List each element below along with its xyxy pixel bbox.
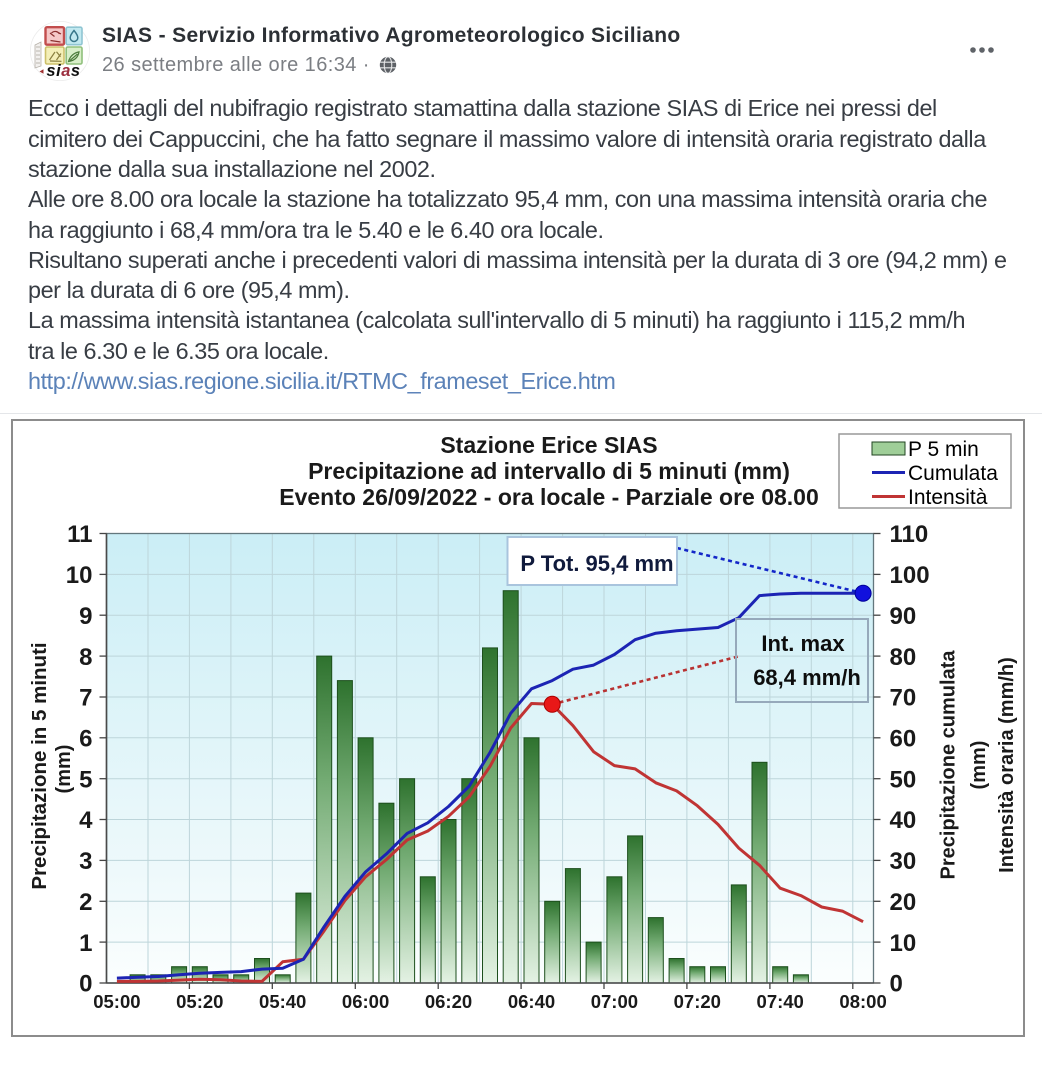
svg-text:30: 30 xyxy=(890,848,917,875)
svg-text:100: 100 xyxy=(890,562,930,589)
svg-text:20: 20 xyxy=(890,889,917,916)
svg-text:3: 3 xyxy=(79,848,92,875)
svg-text:05:00: 05:00 xyxy=(93,991,140,1012)
svg-text:10: 10 xyxy=(66,562,93,589)
svg-text:Precipitazione in 5 minuti: Precipitazione in 5 minuti xyxy=(28,642,51,889)
svg-text:0: 0 xyxy=(890,971,903,998)
svg-text:Int. max: Int. max xyxy=(761,631,845,656)
svg-text:07:20: 07:20 xyxy=(674,991,721,1012)
svg-text:70: 70 xyxy=(890,685,917,712)
svg-text:60: 60 xyxy=(890,726,917,753)
svg-text:05:40: 05:40 xyxy=(259,991,306,1012)
svg-text:50: 50 xyxy=(890,766,917,793)
svg-text:4: 4 xyxy=(79,807,93,834)
svg-text:(mm): (mm) xyxy=(53,745,75,794)
svg-text:10: 10 xyxy=(890,930,917,957)
svg-text:90: 90 xyxy=(890,603,917,630)
svg-text:(mm): (mm) xyxy=(968,741,990,790)
svg-text:P Tot. 95,4 mm: P Tot. 95,4 mm xyxy=(520,551,673,576)
svg-text:07:40: 07:40 xyxy=(757,991,804,1012)
svg-text:05:20: 05:20 xyxy=(176,991,223,1012)
svg-text:Stazione Erice SIAS: Stazione Erice SIAS xyxy=(440,432,657,458)
svg-text:Intensità: Intensità xyxy=(908,486,988,509)
svg-text:40: 40 xyxy=(890,807,917,834)
svg-text:2: 2 xyxy=(79,889,92,916)
svg-text:06:20: 06:20 xyxy=(425,991,472,1012)
svg-text:Precipitazione ad intervallo d: Precipitazione ad intervallo di 5 minuti… xyxy=(308,458,790,484)
svg-text:sias: sias xyxy=(46,62,80,80)
svg-text:0: 0 xyxy=(79,971,92,998)
svg-text:7: 7 xyxy=(79,685,92,712)
svg-text:1: 1 xyxy=(79,930,92,957)
svg-text:6: 6 xyxy=(79,726,92,753)
svg-text:Evento 26/09/2022 - ora locale: Evento 26/09/2022 - ora locale - Parzial… xyxy=(279,484,819,510)
svg-text:9: 9 xyxy=(79,603,92,630)
svg-text:11: 11 xyxy=(67,521,92,548)
svg-text:08:00: 08:00 xyxy=(839,991,886,1012)
svg-text:Cumulata: Cumulata xyxy=(908,462,998,485)
svg-text:06:00: 06:00 xyxy=(342,991,389,1012)
svg-text:80: 80 xyxy=(890,644,917,671)
svg-text:P 5 min: P 5 min xyxy=(908,438,979,461)
svg-text:Intensità oraria (mm/h): Intensità oraria (mm/h) xyxy=(996,657,1018,873)
svg-text:68,4 mm/h: 68,4 mm/h xyxy=(753,665,861,690)
svg-text:5: 5 xyxy=(79,766,92,793)
svg-text:110: 110 xyxy=(890,521,929,548)
svg-text:8: 8 xyxy=(79,644,92,671)
svg-text:06:40: 06:40 xyxy=(508,991,555,1012)
svg-text:Precipitazione cumulata: Precipitazione cumulata xyxy=(938,650,960,880)
svg-text:07:00: 07:00 xyxy=(591,991,638,1012)
